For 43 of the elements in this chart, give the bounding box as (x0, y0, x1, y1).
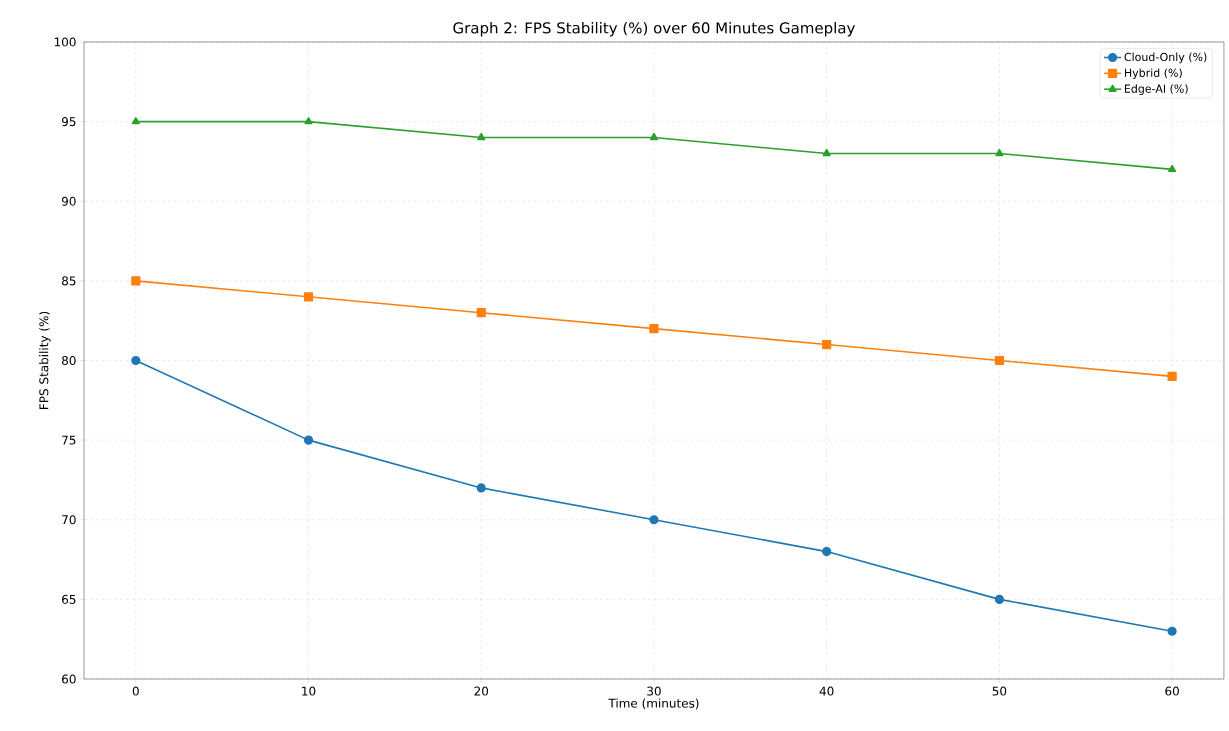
point (131, 117, 140, 125)
point (304, 117, 313, 125)
y-tick-label: 60 (62, 674, 76, 684)
point (994, 594, 1004, 604)
point (1167, 626, 1177, 636)
point (476, 308, 486, 318)
y-tick-label: 90 (61, 196, 76, 206)
y-tick-label: 80 (62, 355, 76, 366)
point (1167, 371, 1177, 382)
legend-label: Cloud-Only (%) (1124, 52, 1207, 64)
x-tick-label: 50 (992, 686, 1007, 696)
point (649, 515, 659, 525)
chart-title: Graph 2: FPS Stability (%) over 60 Minutes Gameplay (453, 21, 855, 37)
x-tick-label: 20 (474, 686, 489, 696)
y-tick-label: 70 (62, 515, 76, 525)
y-tick-label: 75 (62, 435, 76, 445)
legend-label: Edge-AI (%) (1124, 84, 1188, 95)
legend-label: Hybrid (%) (1124, 68, 1182, 80)
point (994, 355, 1004, 366)
point (476, 483, 486, 493)
x-axis-title: Time (minutes) (608, 698, 699, 710)
point (649, 324, 659, 334)
x-tick-label: 10 (302, 686, 316, 696)
point (649, 132, 659, 141)
point (1168, 164, 1177, 173)
point (822, 339, 832, 350)
point (131, 276, 141, 286)
x-tick-label: 30 (647, 686, 661, 696)
x-tick-label: 0 (132, 686, 139, 696)
point (303, 435, 314, 445)
point (477, 132, 486, 141)
y-tick-label: 100 (54, 37, 76, 47)
y-tick-label: 65 (62, 594, 76, 604)
x-tick-label: 40 (819, 686, 834, 696)
x-tick-label: 60 (1165, 686, 1179, 696)
point (995, 148, 1004, 157)
y-axis-title: FPS Stability (%) (39, 311, 51, 409)
point (822, 148, 831, 157)
y-tick-label: 95 (61, 117, 76, 127)
y-tick-label: 85 (62, 276, 76, 286)
point (822, 547, 832, 557)
point (131, 355, 141, 366)
point (303, 292, 314, 302)
